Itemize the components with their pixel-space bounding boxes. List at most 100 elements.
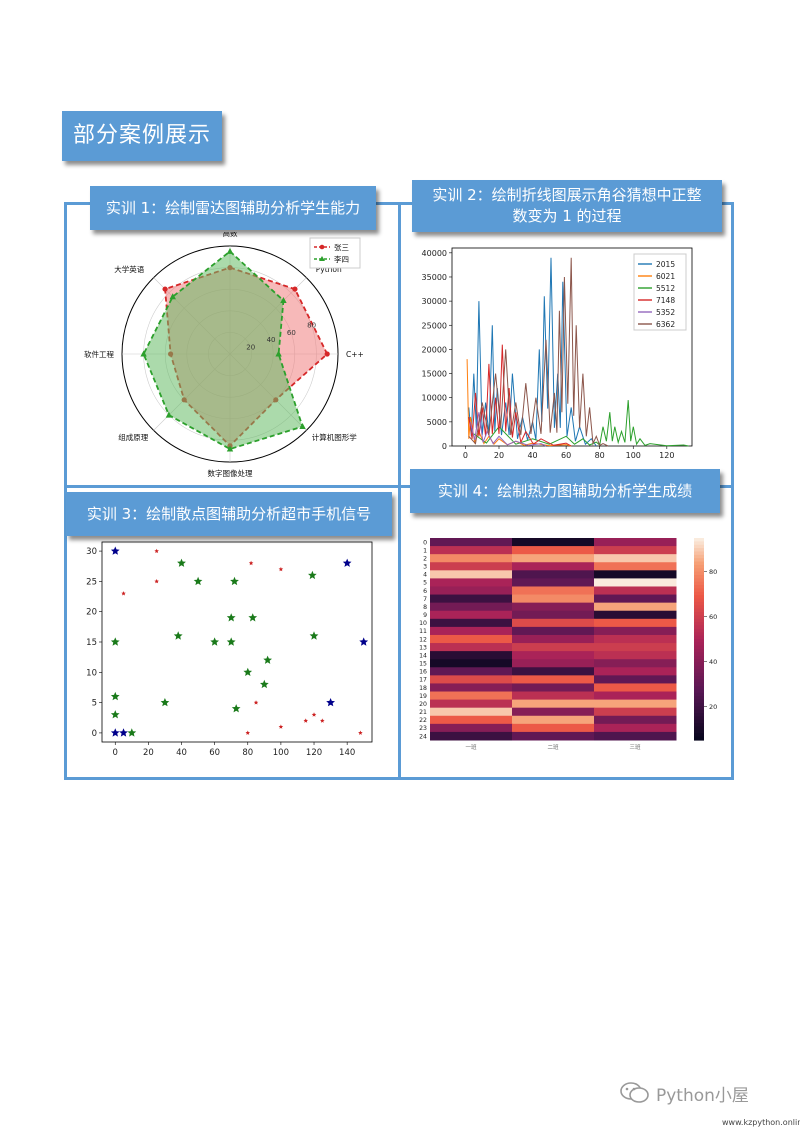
heatmap-cell	[430, 562, 513, 571]
heatmap-row-label: 8	[423, 604, 427, 611]
heatmap-row-label: 20	[419, 701, 427, 708]
heatmap-cell	[430, 683, 513, 693]
frame-divider-horizontal	[64, 485, 734, 488]
heatmap-cell	[512, 643, 595, 652]
heatmap-colorbar-segment	[694, 649, 704, 654]
heatmap-colorbar-segment	[694, 551, 704, 556]
scatter-point	[308, 570, 317, 580]
heatmap-colorbar-segment	[694, 632, 704, 637]
scatter-point	[243, 667, 253, 676]
section-2-title-line2: 数变为 1 的过程	[512, 207, 622, 225]
heatmap-cell	[594, 586, 677, 596]
line-series-5512	[473, 400, 689, 447]
heatmap-cell	[430, 546, 513, 555]
heatmap-colorbar-segment	[694, 639, 704, 643]
scatter-ytick-label: 10	[86, 668, 97, 678]
heatmap-cell	[512, 538, 595, 547]
heatmap-cell	[512, 683, 595, 693]
heatmap-colorbar-segment	[694, 696, 704, 701]
heatmap-colorbar-segment	[694, 608, 704, 613]
heatmap-colorbar-segment	[694, 575, 704, 579]
heatmap-chart: 0123456789101112131415161718192021222324…	[419, 538, 717, 751]
heatmap-cell	[594, 659, 677, 668]
scatter-point	[110, 728, 120, 737]
heatmap-colorbar-segment	[694, 733, 704, 738]
radar-point	[140, 350, 147, 357]
heatmap-colorbar-segment	[694, 682, 704, 687]
scatter-point	[110, 637, 120, 646]
heatmap-colorbar-segment	[694, 591, 704, 596]
scatter-point	[226, 637, 236, 646]
line-ytick-label: 25000	[422, 321, 447, 330]
heatmap-cell	[512, 715, 595, 725]
heatmap-colorbar-label: 40	[709, 658, 717, 666]
heatmap-cell	[430, 707, 513, 717]
heatmap-cell	[430, 626, 513, 636]
heatmap-colorbar-segment	[694, 702, 704, 707]
heatmap-colorbar-segment	[694, 652, 704, 657]
line-xtick-label: 80	[595, 451, 605, 460]
heatmap-row-label: 22	[419, 717, 427, 724]
heatmap-row-label: 12	[419, 636, 427, 643]
heatmap-cell	[512, 634, 595, 644]
heatmap-cell	[430, 586, 513, 596]
line-xtick-label: 60	[561, 451, 571, 460]
heatmap-colorbar-segment	[694, 686, 704, 691]
radar-point	[280, 297, 287, 304]
heatmap-row-label: 17	[419, 677, 427, 684]
scatter-point	[248, 613, 258, 622]
heatmap-cell	[430, 659, 513, 668]
heatmap-colorbar-segment	[694, 561, 704, 566]
line-series-2015	[468, 257, 597, 447]
heatmap-cell	[594, 715, 677, 725]
scatter-xtick-label: 40	[176, 748, 187, 756]
scatter-ytick-label: 5	[92, 699, 97, 709]
scatter-point	[230, 576, 239, 586]
radar-axis-label: Python	[316, 265, 342, 274]
heatmap-colorbar-segment	[694, 699, 704, 704]
line-xtick-label: 120	[659, 451, 674, 460]
heatmap-colorbar-segment	[694, 679, 704, 684]
scatter-point	[326, 698, 335, 707]
heatmap-colorbar-segment	[694, 676, 704, 680]
scatter-point	[110, 546, 120, 555]
scatter-xtick-label: 100	[273, 748, 289, 756]
heatmap-cell	[430, 634, 513, 644]
radar-legend-label: 李四	[334, 254, 349, 264]
line-xtick-label: 0	[463, 451, 468, 460]
scatter-point	[359, 637, 369, 646]
heatmap-colorbar-segment	[694, 625, 704, 630]
heatmap-cell	[512, 618, 595, 628]
heatmap-colorbar-segment	[694, 645, 704, 650]
heatmap-cell	[430, 610, 513, 620]
heatmap-colorbar-segment	[694, 669, 704, 674]
heatmap-cell	[512, 691, 595, 701]
scatter-ytick-label: 25	[86, 577, 97, 587]
radar-point	[299, 423, 306, 430]
heatmap-cell	[512, 651, 595, 660]
heatmap-cell	[430, 554, 513, 563]
heatmap-cell	[512, 675, 595, 684]
heatmap-row-label: 3	[423, 564, 427, 571]
heatmap-colorbar-segment	[694, 564, 704, 569]
line-ytick-label: 10000	[422, 394, 447, 403]
scatter-point	[193, 576, 203, 586]
heatmap-cell	[594, 643, 677, 652]
heatmap-row-label: 5	[423, 580, 427, 587]
heatmap-cell	[512, 707, 595, 717]
heatmap-cell	[594, 675, 677, 684]
heatmap-colorbar-segment	[694, 706, 704, 711]
heatmap-colorbar-segment	[694, 726, 704, 731]
heatmap-col-label: 二班	[547, 743, 559, 751]
line-series-6362	[468, 257, 609, 447]
heatmap-colorbar-segment	[694, 662, 704, 667]
page-title: 部分案例展示	[62, 111, 222, 161]
radar-point	[226, 445, 234, 452]
heatmap-colorbar-segment	[694, 548, 704, 553]
heatmap-row-label: 16	[419, 669, 427, 676]
scatter-point	[248, 560, 254, 566]
heatmap-cell	[512, 578, 595, 587]
heatmap-cell	[430, 651, 513, 660]
heatmap-colorbar-label: 60	[709, 613, 717, 621]
heatmap-cell	[512, 699, 595, 709]
